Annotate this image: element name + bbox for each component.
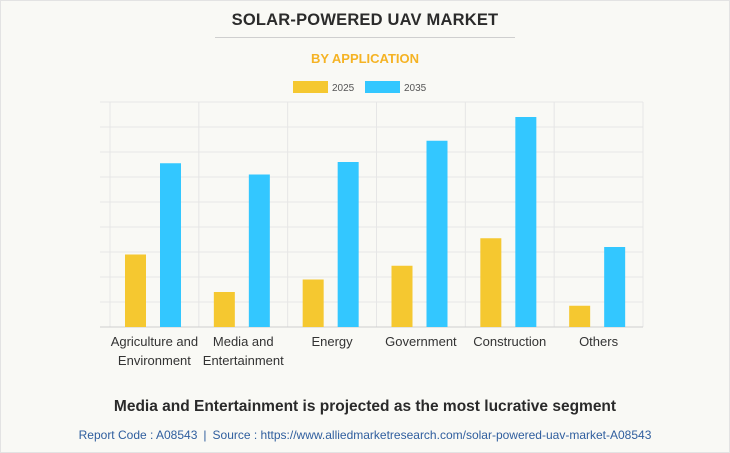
bar-2035-construction <box>515 117 537 327</box>
x-tick-label: Entertainment <box>203 353 284 368</box>
bar-2025-others <box>569 305 591 327</box>
x-tick-label: Others <box>579 334 619 349</box>
headline-text: Media and Entertainment is projected as … <box>113 398 617 415</box>
x-tick-label: Construction <box>473 334 546 349</box>
legend-label-2025: 2025 <box>332 83 355 94</box>
bar-2035-energy <box>337 162 359 327</box>
legend-swatch-2025 <box>293 81 328 93</box>
x-tick-label: Media and <box>213 334 274 349</box>
chart-title: SOLAR-POWERED UAV MARKET <box>231 11 499 29</box>
footer: Report Code : A08543 | Source : https://ww… <box>0 428 730 442</box>
legend-label-2035: 2035 <box>404 83 427 94</box>
x-tick-label: Environment <box>118 353 191 368</box>
bar-2025-construction <box>480 238 502 327</box>
bar-2025-media-and-entertainment <box>213 292 235 327</box>
bar-2035-media-and-entertainment <box>248 174 270 327</box>
legend-swatch-2035 <box>365 81 400 93</box>
x-tick-label: Energy <box>311 334 353 349</box>
x-tick-label: Government <box>385 334 457 349</box>
chart-subtitle: BY APPLICATION <box>310 51 420 66</box>
footer-separator: | <box>203 428 207 442</box>
bar-2035-agriculture-and-environment <box>160 163 181 327</box>
source-link[interactable]: Source : https://www.alliedmarketresearc… <box>212 428 652 442</box>
bar-2025-agriculture-and-environment <box>125 254 146 327</box>
report-code: Report Code : A08543 <box>78 428 198 442</box>
bar-2025-energy <box>302 279 324 327</box>
bar-2035-others <box>604 247 626 327</box>
title-divider <box>215 37 515 38</box>
bar-2035-government <box>426 140 448 327</box>
x-tick-label: Agriculture and <box>111 334 198 349</box>
bar-2025-government <box>391 265 413 327</box>
